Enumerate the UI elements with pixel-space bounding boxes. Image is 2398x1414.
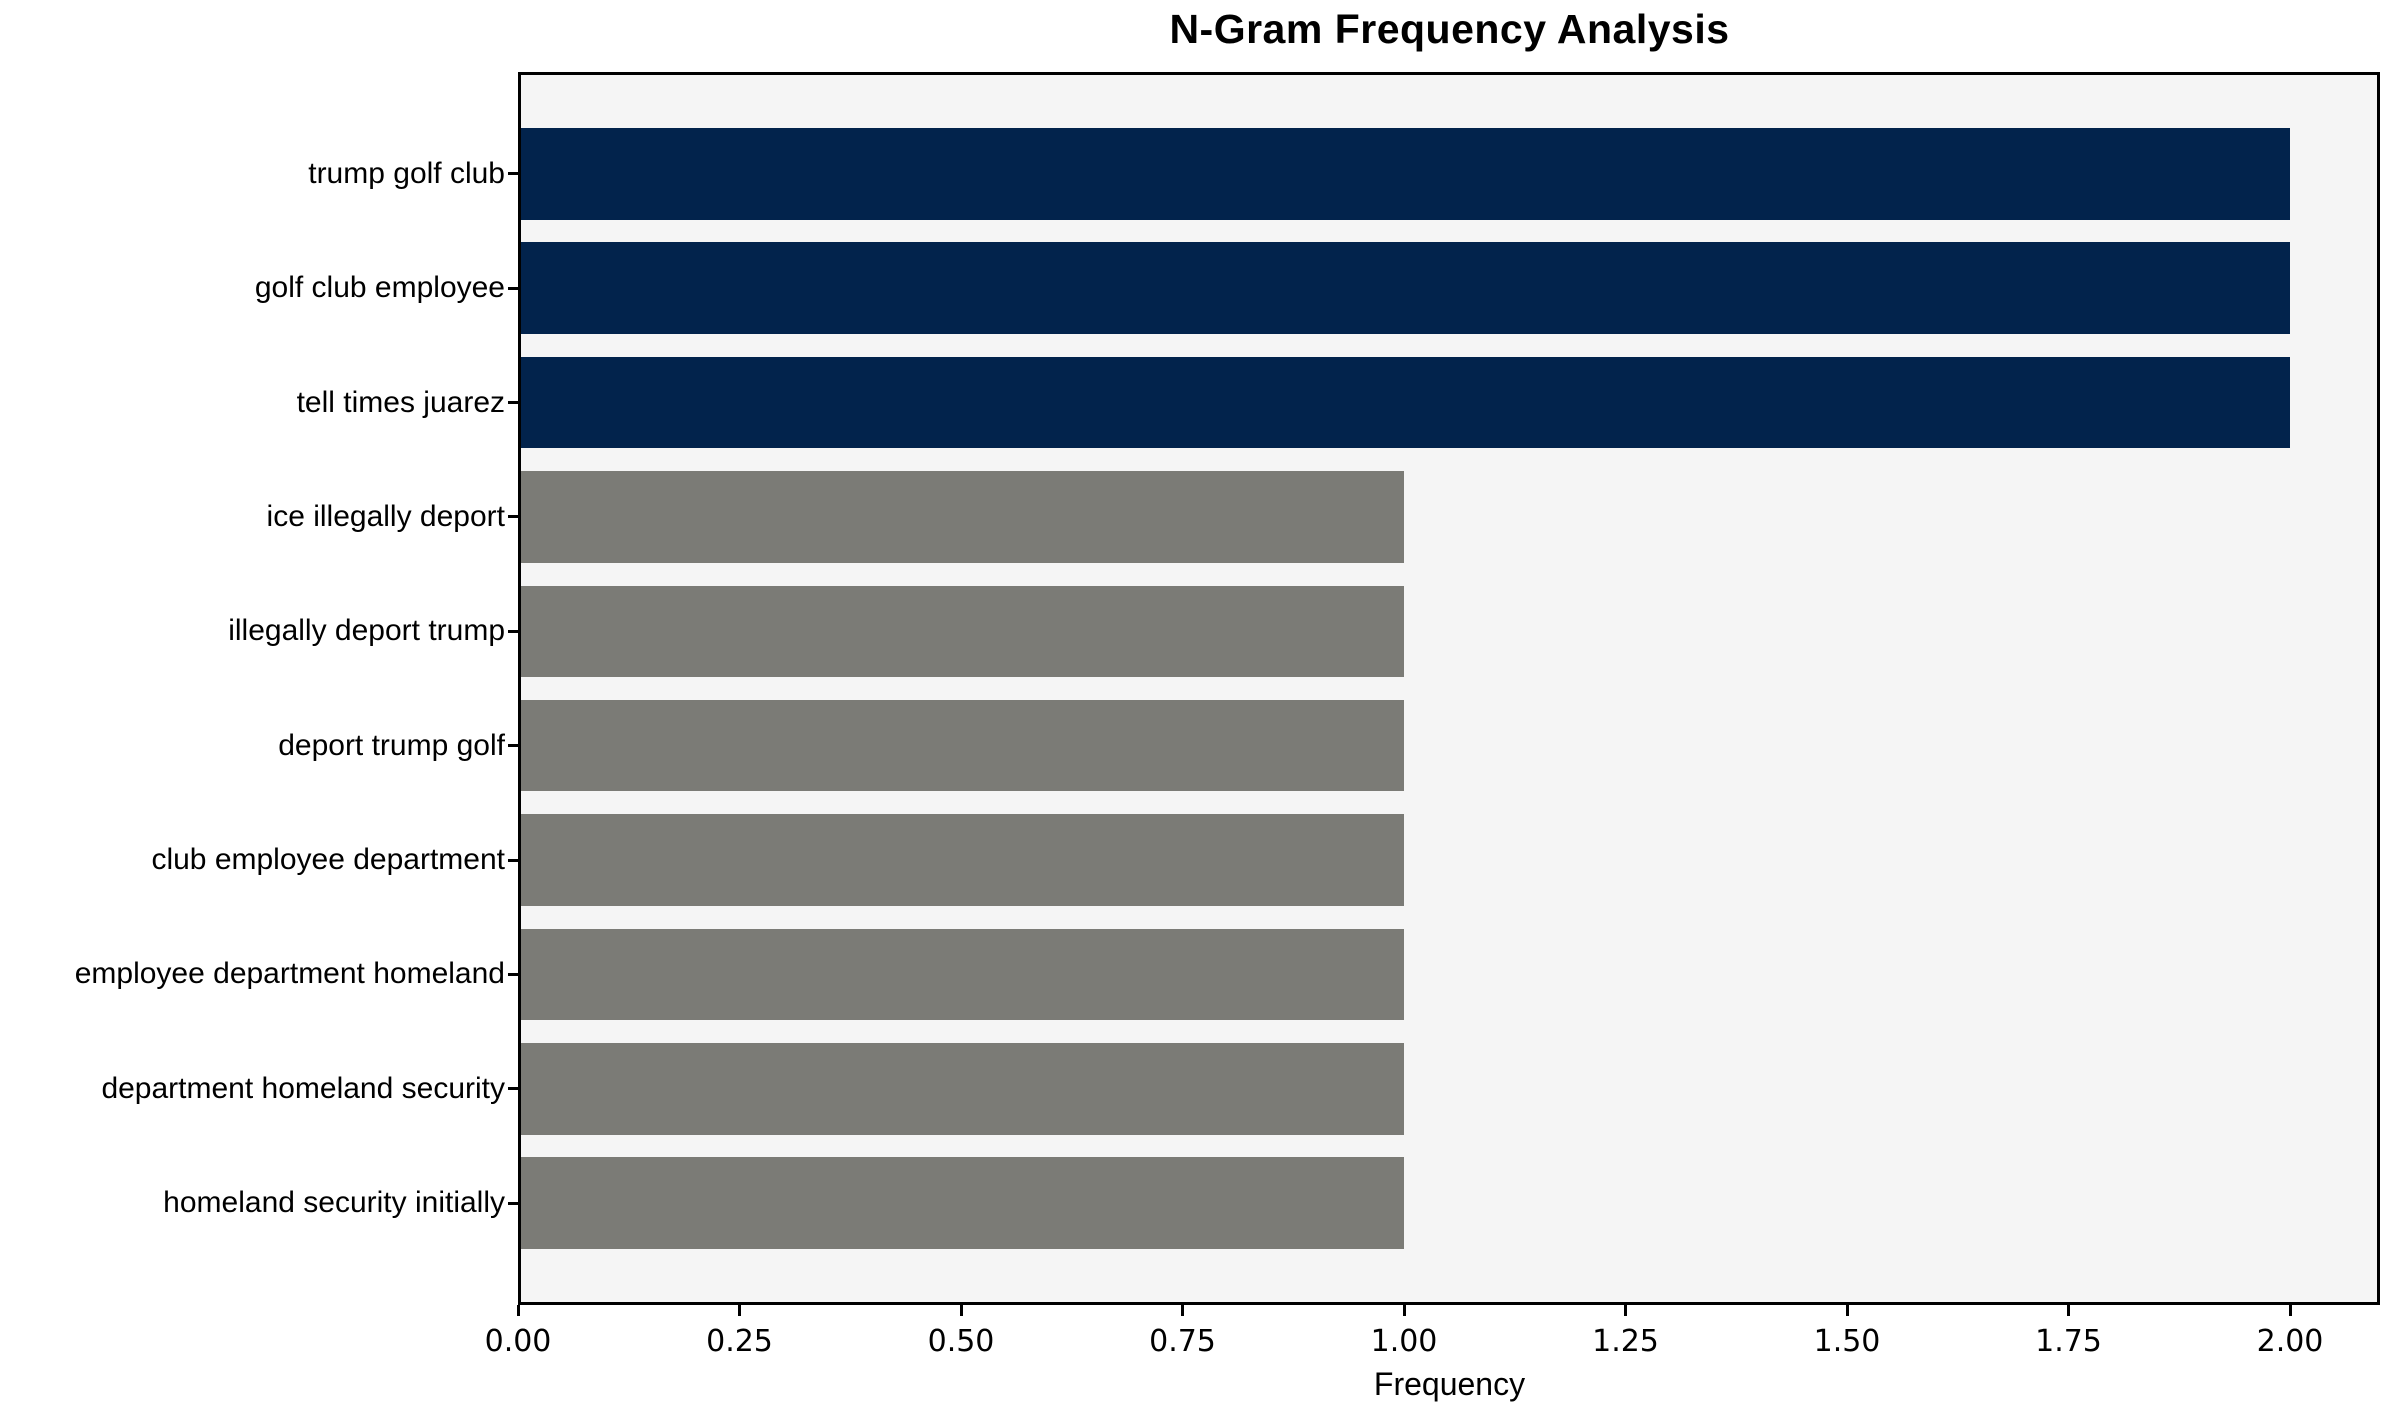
x-tick-mark <box>516 1305 520 1316</box>
y-tick-mark <box>508 744 518 748</box>
x-tick-label: 0.25 <box>706 1324 773 1359</box>
x-tick-mark <box>738 1305 741 1316</box>
y-tick-label: club employee department <box>151 843 505 877</box>
bar <box>521 928 1404 1021</box>
x-tick-mark <box>959 1305 963 1316</box>
y-tick-mark <box>508 972 518 976</box>
bar <box>521 1043 1404 1135</box>
x-tick-mark <box>1402 1305 1406 1316</box>
y-tick-label: illegally deport trump <box>228 614 505 648</box>
bar <box>521 814 1404 906</box>
y-tick-label: employee department homeland <box>74 957 505 991</box>
x-tick-label: 2.00 <box>2256 1324 2324 1359</box>
y-tick-label: golf club employee <box>254 271 505 305</box>
x-tick-mark <box>2288 1305 2292 1316</box>
x-tick-mark <box>1181 1305 1184 1316</box>
y-tick-label: ice illegally deport <box>266 499 505 533</box>
y-tick-mark <box>508 172 518 176</box>
y-tick-mark <box>508 515 518 519</box>
y-tick-label: homeland security initially <box>163 1186 505 1220</box>
x-tick-label: 1.75 <box>2035 1324 2102 1359</box>
bar <box>521 356 2290 449</box>
bar <box>521 1157 1404 1249</box>
y-tick-mark <box>508 286 518 290</box>
x-tick-label: 1.50 <box>1813 1324 1881 1359</box>
x-tick-label: 1.00 <box>1370 1324 1438 1359</box>
x-axis-label: Frequency <box>1373 1366 1526 1402</box>
x-tick-label: 0.00 <box>484 1324 552 1359</box>
y-tick-mark <box>508 629 518 633</box>
bar <box>521 471 1404 563</box>
y-tick-mark <box>508 858 518 862</box>
x-tick-mark <box>2067 1305 2070 1316</box>
x-tick-mark <box>1845 1305 1849 1316</box>
bar <box>521 128 2290 220</box>
x-tick-label: 0.50 <box>927 1324 995 1359</box>
y-tick-label: tell times juarez <box>296 385 505 419</box>
x-tick-mark <box>1624 1305 1627 1316</box>
bar <box>521 585 1404 678</box>
x-tick-label: 0.75 <box>1149 1324 1216 1359</box>
y-tick-mark <box>508 1087 518 1091</box>
chart-title: N-Gram Frequency Analysis <box>1169 6 1730 52</box>
y-tick-mark <box>508 401 518 405</box>
y-tick-mark <box>508 1201 518 1205</box>
bar <box>521 242 2290 334</box>
y-tick-label: deport trump golf <box>278 728 505 762</box>
y-tick-label: department homeland security <box>101 1071 505 1105</box>
x-tick-label: 1.25 <box>1592 1324 1659 1359</box>
y-tick-label: trump golf club <box>308 156 505 190</box>
bar <box>521 699 1404 792</box>
